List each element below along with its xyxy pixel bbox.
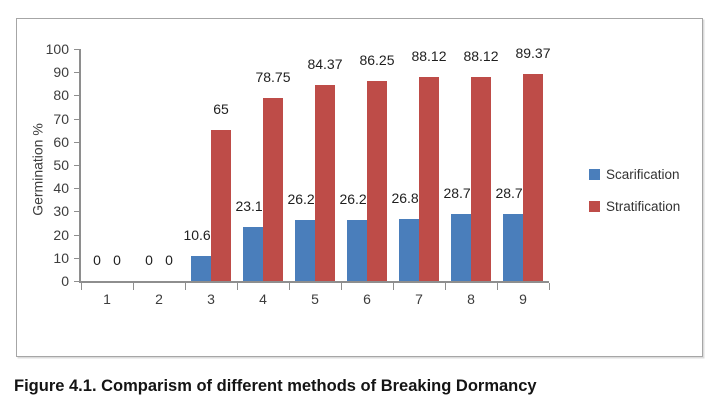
y-tick: [74, 235, 80, 236]
x-category-label: 1: [103, 291, 111, 307]
x-category-label: 8: [467, 291, 475, 307]
legend-label-scarification: Scarification: [606, 167, 680, 182]
y-tick: [74, 188, 80, 189]
y-tick: [74, 165, 80, 166]
scarification-bar: [451, 214, 471, 281]
data-label: 65: [213, 101, 229, 117]
data-label: 0: [165, 252, 173, 268]
figure-caption: Figure 4.1. Comparism of different metho…: [14, 377, 537, 395]
stratification-bar: [211, 130, 231, 281]
data-label: 26.25: [287, 191, 323, 207]
x-tick: [393, 283, 394, 290]
scarification-bar: [191, 256, 211, 281]
x-category-label: 2: [155, 291, 163, 307]
stratification-bar: [263, 98, 283, 281]
data-label: 84.37: [307, 56, 343, 72]
scarification-bar: [243, 227, 263, 281]
x-tick: [133, 283, 134, 290]
stratification-bar: [419, 77, 439, 281]
scarification-bar: [399, 219, 419, 281]
x-tick: [341, 283, 342, 290]
x-category-label: 9: [519, 291, 527, 307]
x-category-label: 7: [415, 291, 423, 307]
x-tick: [289, 283, 290, 290]
scarification-swatch-icon: [589, 169, 600, 180]
stratification-bar: [367, 81, 387, 281]
x-tick: [81, 283, 82, 290]
scarification-bar: [295, 220, 315, 281]
x-category-label: 3: [207, 291, 215, 307]
data-label: 88.12: [463, 48, 499, 64]
stratification-bar: [471, 77, 491, 281]
legend-item-scarification: Scarification: [589, 165, 680, 184]
plot-area: 0 10 20 30 40 50 60 70 80 90 100 1 2 3 4 5 6 7 8 9 0 0 10.62 23…: [17, 19, 702, 356]
y-tick-label: 0: [61, 273, 69, 289]
y-tick-label: 50: [53, 157, 69, 173]
y-tick: [74, 119, 80, 120]
y-tick: [74, 211, 80, 212]
x-tick: [185, 283, 186, 290]
chart-panel: Germination % 0 10 20 30 40 50 60 70 80 90 100 1 2 3 4…: [16, 18, 703, 357]
data-label: 0: [145, 252, 153, 268]
x-tick: [549, 283, 550, 290]
data-label: 89.37: [515, 45, 551, 61]
scarification-bar: [503, 214, 523, 281]
data-label: 86.25: [359, 52, 395, 68]
x-category-label: 6: [363, 291, 371, 307]
stratification-swatch-icon: [589, 201, 600, 212]
data-label: 0: [93, 252, 101, 268]
y-tick-label: 60: [53, 134, 69, 150]
y-tick-label: 90: [53, 64, 69, 80]
legend: Scarification Stratification: [589, 165, 680, 229]
y-tick-label: 100: [45, 41, 69, 57]
x-category-label: 5: [311, 291, 319, 307]
data-label: 28.75: [495, 185, 531, 201]
y-tick: [74, 281, 80, 282]
y-axis-line: [79, 49, 81, 283]
data-label: 10.62: [183, 227, 219, 243]
x-tick: [445, 283, 446, 290]
data-label: 28.75: [443, 185, 479, 201]
y-tick: [74, 49, 80, 50]
y-tick-label: 40: [53, 180, 69, 196]
legend-item-stratification: Stratification: [589, 197, 680, 216]
x-tick: [237, 283, 238, 290]
x-category-label: 4: [259, 291, 267, 307]
y-tick: [74, 72, 80, 73]
y-tick-label: 70: [53, 111, 69, 127]
y-tick-label: 80: [53, 87, 69, 103]
data-label: 0: [113, 252, 121, 268]
stratification-bar: [523, 74, 543, 281]
stratification-bar: [315, 85, 335, 281]
x-tick: [497, 283, 498, 290]
y-tick: [74, 142, 80, 143]
scarification-bar: [347, 220, 367, 281]
x-axis-line: [79, 281, 549, 283]
data-label: 78.75: [255, 69, 291, 85]
y-tick: [74, 258, 80, 259]
data-label: 23.12: [235, 198, 271, 214]
y-tick-label: 20: [53, 227, 69, 243]
legend-label-stratification: Stratification: [606, 199, 681, 214]
y-tick-label: 10: [53, 250, 69, 266]
y-tick-label: 30: [53, 203, 69, 219]
data-label: 26.25: [339, 191, 375, 207]
data-label: 26.85: [391, 190, 427, 206]
data-label: 88.12: [411, 48, 447, 64]
y-tick: [74, 95, 80, 96]
